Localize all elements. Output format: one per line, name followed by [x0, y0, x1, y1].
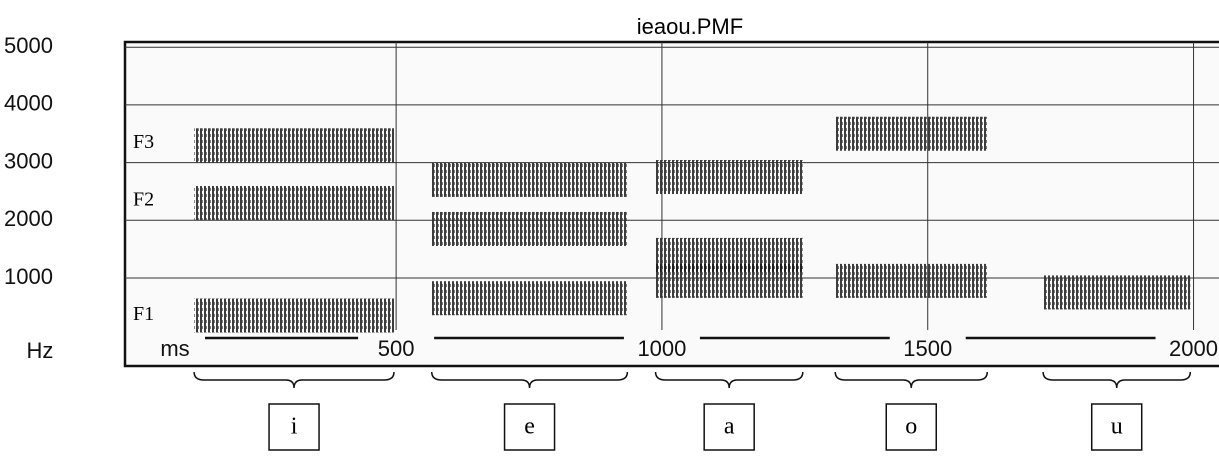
formant-band: [1043, 275, 1191, 310]
y-axis-label: Hz: [27, 338, 54, 363]
segment-brace: [654, 371, 804, 389]
formant-band: [655, 160, 803, 195]
vowel-label: i: [291, 414, 298, 440]
segment-brace: [193, 371, 395, 389]
formant-label: F3: [133, 131, 154, 153]
vowel-label: o: [905, 414, 917, 440]
formant-band: [431, 281, 628, 316]
y-tick-label: 2000: [4, 206, 53, 231]
formant-band: [835, 116, 988, 151]
y-tick-label: 5000: [4, 33, 53, 58]
formant-band: [194, 128, 394, 163]
formant-band: [431, 162, 628, 197]
vowel-box: [503, 403, 556, 451]
y-tick-label: 3000: [4, 148, 53, 173]
formant-label: F2: [133, 189, 154, 211]
y-tick-label: 4000: [4, 91, 53, 116]
segment-brace: [1042, 371, 1192, 389]
formant-band: [431, 211, 628, 246]
x-tick-label: 2000: [1169, 336, 1218, 361]
vowel-label: a: [724, 414, 735, 440]
x-tick-label: 1000: [637, 336, 686, 361]
vowel-box: [885, 403, 937, 451]
y-tick-label: 1000: [4, 264, 53, 289]
segment-brace: [430, 371, 629, 389]
x-tick-label: 1500: [903, 336, 952, 361]
formant-label: F1: [133, 303, 154, 325]
formant-band: [194, 298, 394, 333]
vowel-box: [268, 403, 320, 451]
formant-band: [835, 263, 988, 298]
vowel-label: u: [1111, 414, 1123, 440]
vowel-label: e: [524, 414, 535, 440]
x-tick-label: 500: [378, 336, 415, 361]
chart-title: ieaou.PMF: [637, 14, 743, 39]
vowel-box: [703, 403, 755, 451]
formant-band: [194, 185, 394, 220]
segment-brace: [834, 371, 989, 389]
formant-band: [655, 237, 803, 272]
x-axis-label: ms: [160, 336, 189, 361]
vowel-box: [1090, 403, 1143, 451]
